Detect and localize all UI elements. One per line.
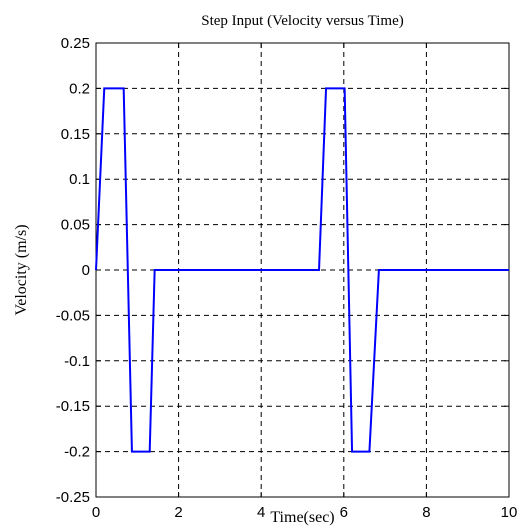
y-tick-label: 0 — [82, 262, 90, 279]
series-layer — [95, 87, 509, 453]
y-tick-label: -0.2 — [64, 444, 90, 461]
y-tick-label: 0.15 — [61, 126, 90, 143]
y-tick-label: -0.25 — [56, 489, 90, 506]
y-tick-label: -0.15 — [56, 398, 90, 415]
y-tick-label: -0.05 — [56, 307, 90, 324]
y-axis-label: Velocity (m/s) — [13, 224, 30, 315]
chart-title: Step Input (Velocity versus Time) — [201, 13, 404, 29]
x-tick-label: 6 — [340, 504, 348, 521]
x-tick-label: 0 — [92, 504, 100, 521]
y-tick-label: 0.25 — [61, 35, 90, 52]
y-tick-label: -0.1 — [64, 353, 90, 370]
series-line — [95, 87, 509, 453]
y-tick-label: 0.1 — [69, 171, 90, 188]
tick-labels: 0 2 4 6 8 10 0.25 0.2 0.15 0.1 0.05 0 -0.05 -0.1 -0.15… — [56, 35, 518, 521]
x-tick-label: 4 — [257, 504, 265, 521]
x-tick-label: 2 — [174, 504, 182, 521]
x-axis-label: Time(sec) — [270, 509, 334, 526]
x-tick-label: 8 — [422, 504, 430, 521]
y-tick-label: 0.05 — [61, 217, 90, 234]
tick-marks — [95, 42, 510, 498]
y-tick-label: 0.2 — [69, 80, 90, 97]
x-tick-label: 10 — [501, 504, 518, 521]
